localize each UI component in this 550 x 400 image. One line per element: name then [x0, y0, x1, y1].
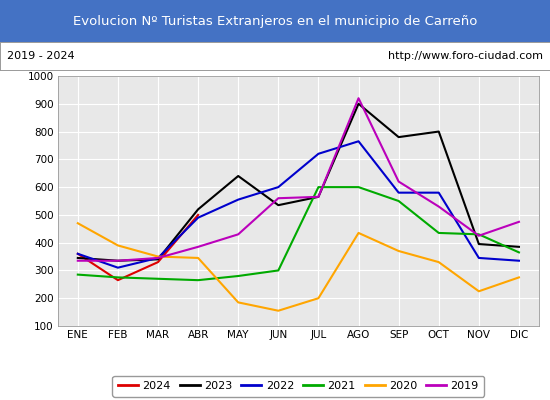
Text: 2019 - 2024: 2019 - 2024 [7, 51, 74, 61]
Legend: 2024, 2023, 2022, 2021, 2020, 2019: 2024, 2023, 2022, 2021, 2020, 2019 [112, 376, 485, 397]
Text: Evolucion Nº Turistas Extranjeros en el municipio de Carreño: Evolucion Nº Turistas Extranjeros en el … [73, 14, 477, 28]
Text: http://www.foro-ciudad.com: http://www.foro-ciudad.com [388, 51, 543, 61]
